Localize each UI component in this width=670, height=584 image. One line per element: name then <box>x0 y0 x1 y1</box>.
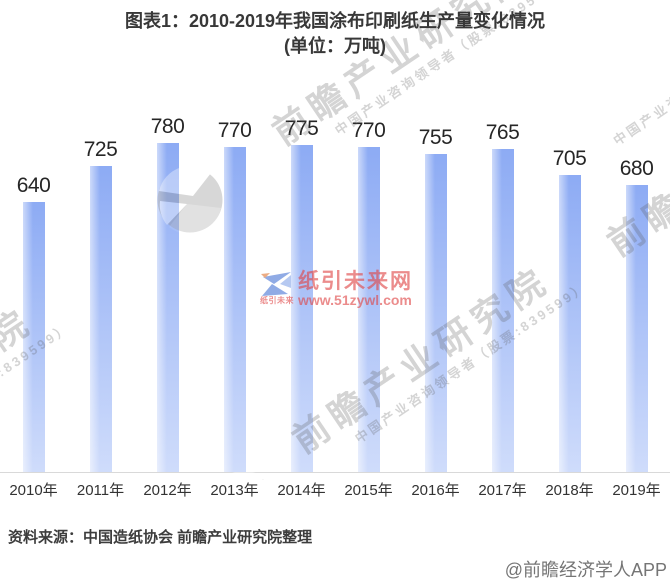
bar-column: 775 <box>268 95 335 472</box>
bar-value-label: 770 <box>217 119 252 143</box>
bar-value-label: 705 <box>552 146 587 170</box>
bar-value-label: 765 <box>485 121 520 145</box>
chart-title-line1: 图表1：2010-2019年我国涂布印刷纸生产量变化情况 <box>124 11 546 31</box>
credit-badge: @前瞻经济学人APP <box>504 560 667 580</box>
bars-row: 640 725 780 770 775 770 755 765 705 680 <box>0 95 670 473</box>
bar-column: 640 <box>0 95 67 472</box>
x-axis-label: 2019年 <box>612 482 661 499</box>
bar-column: 770 <box>201 95 268 472</box>
bar-2019 <box>625 185 648 472</box>
bar-2014 <box>290 145 313 472</box>
chart-title-unit: (单位：万吨) <box>284 36 386 56</box>
bar-column: 705 <box>536 95 603 472</box>
bar-value-label: 680 <box>619 157 654 181</box>
bar-2013 <box>223 147 246 472</box>
x-axis-label: 2012年 <box>143 482 192 499</box>
x-axis-label: 2010年 <box>9 482 58 499</box>
bar-value-label: 775 <box>284 117 319 141</box>
x-axis-labels: 2010年 2011年 2012年 2013年 2014年 2015年 2016年 2017年… <box>0 479 670 500</box>
plot-area: 640 725 780 770 775 770 755 765 705 680 前瞻产业研究院 中… <box>0 0 670 480</box>
bar-2010 <box>22 202 45 472</box>
bar-value-label: 780 <box>150 115 185 138</box>
bar-2012 <box>156 143 179 472</box>
bar-value-label: 640 <box>16 174 51 198</box>
bar-value-label: 770 <box>351 119 386 143</box>
bar-2018 <box>558 174 581 472</box>
bar-2011 <box>89 166 112 472</box>
bar-2017 <box>491 149 514 472</box>
bar-2016 <box>424 153 447 472</box>
bar-column: 780 <box>134 95 201 472</box>
x-axis-label: 2017年 <box>478 482 527 499</box>
x-axis-label: 2016年 <box>411 482 460 499</box>
chart-title: 图表1：2010-2019年我国涂布印刷纸生产量变化情况 (单位：万吨) <box>0 9 670 59</box>
bar-value-label: 725 <box>83 138 118 162</box>
bar-column: 680 <box>603 95 670 472</box>
x-axis-label: 2015年 <box>344 482 393 499</box>
x-axis-label: 2014年 <box>277 482 326 499</box>
bar-column: 725 <box>67 95 134 472</box>
x-axis-label: 2018年 <box>545 482 594 499</box>
bar-column: 765 <box>469 95 536 472</box>
x-axis-label: 2013年 <box>210 482 259 499</box>
data-source-note: 资料来源：中国造纸协会 前瞻产业研究院整理 <box>8 529 313 546</box>
x-axis-label: 2011年 <box>76 482 125 499</box>
bar-column: 755 <box>402 95 469 472</box>
bar-value-label: 755 <box>418 125 453 149</box>
bar-column: 770 <box>335 95 402 472</box>
bar-2015 <box>357 147 380 472</box>
